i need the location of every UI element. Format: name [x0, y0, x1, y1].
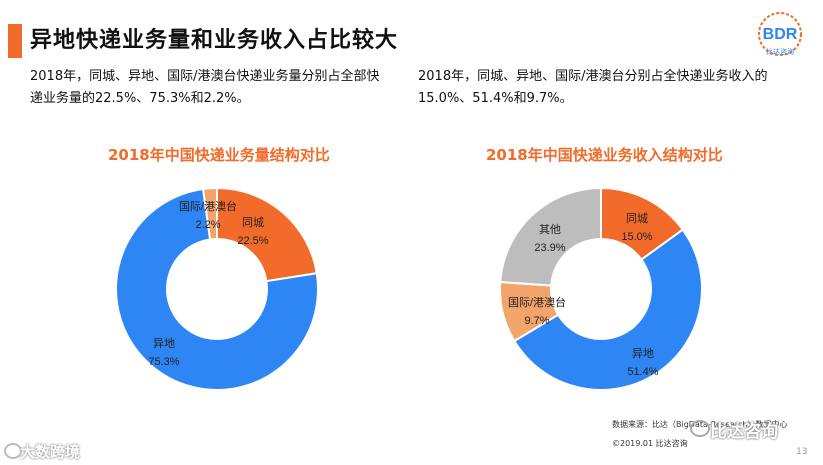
- watermark-left: 大数跨境: [20, 443, 81, 461]
- chart-title-volume: 2018年中国快递业务量结构对比: [108, 146, 330, 164]
- slice-name-label: 其他: [539, 223, 561, 236]
- logo-text: BDR: [763, 26, 798, 43]
- copyright: ©2019.01 比达咨询: [612, 439, 688, 448]
- slice-value-label: 23.9%: [534, 242, 565, 254]
- page-title: 异地快递业务量和业务收入占比较大: [30, 28, 399, 53]
- slice-name-label: 同城: [626, 212, 648, 225]
- slice-value-label: 22.5%: [237, 235, 268, 247]
- slice-name-label: 同城: [242, 216, 264, 229]
- description-left: 2018年，同城、异地、国际/港澳台快递业务量分别占全部快递业务量的22.5%、…: [30, 69, 380, 106]
- slice-value-label: 15.0%: [621, 231, 652, 243]
- donut-slice: [216, 186, 318, 283]
- donut-slice: [115, 187, 319, 391]
- wechat-icon: [690, 420, 710, 437]
- slice-value-label: 2.2%: [195, 219, 220, 231]
- bdr-logo: BDR 比达咨询: [758, 12, 802, 56]
- title-accent-bar: [8, 24, 22, 58]
- logo-subtext: 比达咨询: [766, 47, 794, 56]
- slice-value-label: 51.4%: [627, 366, 658, 378]
- donut-slice: [513, 228, 703, 391]
- slice-name-label: 国际/港澳台: [179, 199, 237, 213]
- slice-name-label: 异地: [153, 337, 175, 350]
- description-right: 2018年，同城、异地、国际/港澳台分别占全快递业务收入的15.0%、51.4%…: [418, 69, 768, 106]
- slice-name-label: 国际/港澳台: [508, 295, 566, 309]
- slice-name-label: 异地: [632, 347, 654, 360]
- watermark-right: 比达咨询: [710, 422, 778, 442]
- chart-title-revenue: 2018年中国快递业务收入结构对比: [486, 146, 723, 164]
- donut-slice: [201, 186, 218, 241]
- donut-slice: [499, 186, 602, 287]
- slice-value-label: 75.3%: [148, 356, 179, 368]
- wechat-icon: [4, 443, 22, 459]
- page-number: 13: [796, 447, 808, 457]
- slice-value-label: 9.7%: [524, 315, 549, 327]
